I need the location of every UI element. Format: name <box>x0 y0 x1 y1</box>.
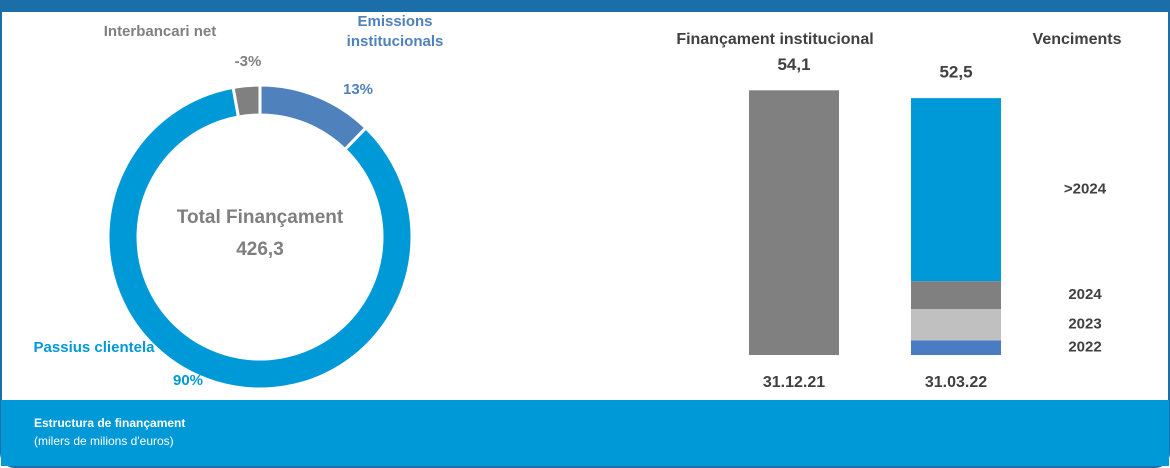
total-label: 54,1 <box>777 55 810 74</box>
bar <box>749 90 839 356</box>
x-tick-label: 31.12.21 <box>763 374 825 391</box>
slice-value-label: 13% <box>343 81 373 98</box>
legend-label: >2024 <box>1064 181 1107 198</box>
footer-title: Estructura de finançament <box>34 416 186 430</box>
slice-label: Interbancari net <box>103 23 217 40</box>
legend-label: 2024 <box>1068 286 1102 303</box>
x-tick-label: 31.03.22 <box>925 374 987 391</box>
center-title: Total Finançament <box>177 207 344 228</box>
slice-value-label: -3% <box>235 53 262 70</box>
legend-label: 2022 <box>1068 339 1101 356</box>
legend-title: Venciments <box>1033 31 1122 48</box>
total-label: 52,5 <box>939 63 972 82</box>
slice-value-label: 90% <box>173 372 203 389</box>
top-band <box>0 0 1170 12</box>
footer-subtitle: (milers de milions d'euros) <box>34 434 174 448</box>
center-value: 426,3 <box>236 239 284 260</box>
bar-segment <box>911 309 1001 341</box>
bar-segment <box>911 281 1001 310</box>
donut-slice <box>106 85 414 391</box>
bar-segment <box>911 98 1001 282</box>
donut-slice <box>231 83 262 119</box>
bar-segment <box>911 340 1001 355</box>
slice-label: Emissions institucionals <box>346 13 444 50</box>
footer: Estructura de finançament (milers de mil… <box>34 414 185 450</box>
slice-label: Passius clientela <box>33 339 155 356</box>
legend-label: 2023 <box>1068 316 1101 333</box>
bar-title: Finançament institucional <box>676 31 873 48</box>
footer-band <box>1 400 1169 466</box>
